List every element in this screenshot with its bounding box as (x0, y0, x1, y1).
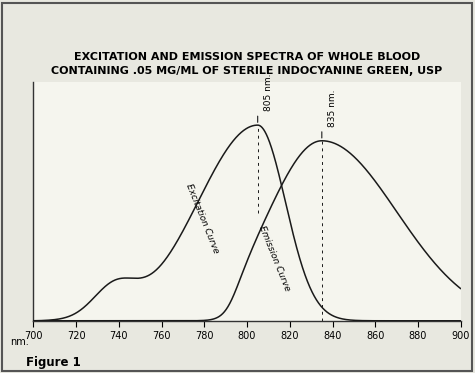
Title: EXCITATION AND EMISSION SPECTRA OF WHOLE BLOOD
CONTAINING .05 MG/ML OF STERILE I: EXCITATION AND EMISSION SPECTRA OF WHOLE… (51, 52, 443, 76)
Text: Emission Curve: Emission Curve (257, 224, 292, 292)
Text: Figure 1: Figure 1 (26, 356, 81, 369)
Text: nm.: nm. (10, 338, 29, 347)
Text: 835 nm.: 835 nm. (328, 90, 337, 127)
Text: Excitation Curve: Excitation Curve (184, 183, 220, 255)
Text: 805 nm.: 805 nm. (264, 74, 273, 112)
